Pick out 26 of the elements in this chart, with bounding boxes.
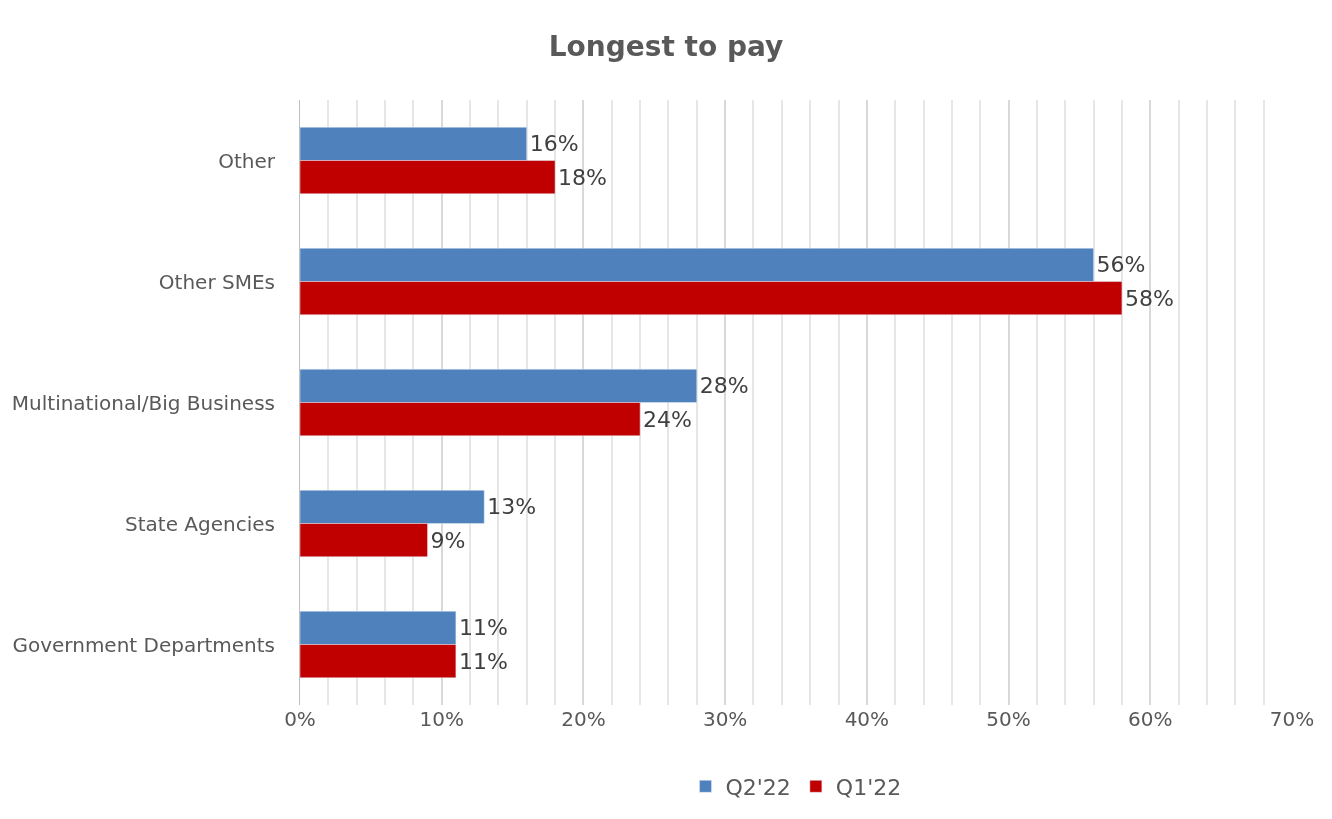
data-label: 9% [430, 527, 466, 553]
data-label: 11% [458, 648, 508, 674]
data-label: 11% [458, 615, 508, 641]
x-tick-label: 50% [986, 707, 1031, 731]
x-tick-label: 0% [284, 707, 316, 731]
x-tick-label: 40% [844, 707, 890, 731]
y-tick-label: Multinational/Big Business [11, 390, 275, 415]
chart-title: Longest to pay [548, 30, 784, 64]
x-tick-label: 20% [561, 707, 606, 731]
x-tick-label: 10% [419, 707, 464, 731]
y-tick-label: Other [218, 148, 276, 173]
data-label: 13% [487, 494, 537, 520]
y-tick-label: Other SMEs [158, 269, 275, 294]
y-tick-label: Government Departments [12, 632, 275, 657]
legend-label: Q1'22 [835, 774, 902, 800]
data-label: 18% [558, 164, 607, 190]
data-label: 58% [1124, 285, 1174, 311]
legend-label: Q2'22 [725, 774, 791, 800]
data-label: 56% [1096, 252, 1146, 278]
data-label: 24% [643, 406, 693, 432]
data-label: 28% [699, 373, 749, 399]
y-tick-label: State Agencies [125, 511, 275, 536]
x-tick-label: 60% [1128, 707, 1173, 731]
data-label: 16% [529, 131, 579, 157]
x-tick-label: 70% [1269, 707, 1315, 731]
x-tick-label: 30% [702, 707, 748, 731]
